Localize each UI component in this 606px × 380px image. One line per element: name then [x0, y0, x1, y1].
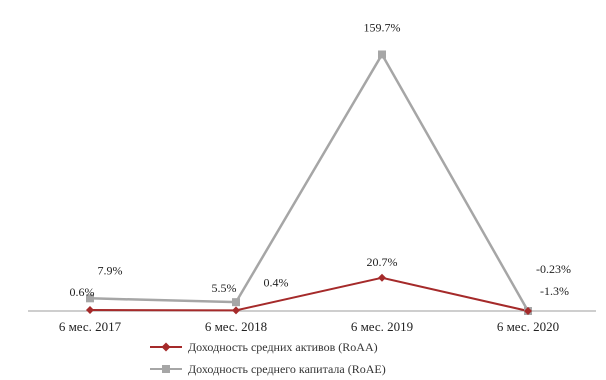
x-tick-label-0: 6 мес. 2017	[59, 319, 122, 334]
data-point-roae-0	[86, 294, 94, 303]
data-label-roae-2: 159.7%	[364, 20, 401, 34]
series-line-roaa	[89, 276, 529, 312]
data-point-roae-1	[232, 298, 240, 307]
data-label-roaa-2: 20.7%	[367, 255, 398, 269]
legend-label-roaa: Доходность средних активов (RoAA)	[188, 339, 378, 354]
data-point-roaa-3	[524, 307, 532, 315]
data-label-roae-0: 7.9%	[98, 263, 123, 277]
data-label-roae-1: 5.5%	[212, 281, 237, 295]
series-line-roae	[89, 51, 530, 312]
legend-swatch-roaa	[150, 341, 182, 353]
legend-item-roae: Доходность среднего капитала (RoAE)	[150, 358, 386, 380]
data-point-roae-2	[378, 50, 386, 59]
x-tick-label-1: 6 мес. 2018	[205, 319, 267, 334]
data-point-roaa-0	[86, 306, 94, 315]
legend-label-roae: Доходность среднего капитала (RoAE)	[188, 361, 386, 376]
legend-item-roaa: Доходность средних активов (RoAA)	[150, 336, 386, 358]
x-tick-label-2: 6 мес. 2019	[351, 319, 413, 334]
legend: Доходность средних активов (RoAA) Доходн…	[150, 336, 386, 380]
data-point-roaa-1	[232, 306, 240, 315]
legend-swatch-roae	[150, 363, 182, 375]
data-label-roaa-0: 0.6%	[70, 285, 95, 299]
data-point-roaa-2	[378, 273, 386, 282]
data-label-roaa-1: 0.4%	[264, 275, 289, 289]
data-label-roaa-3: -0.23%	[536, 262, 571, 276]
data-label-roae-3: -1.3%	[540, 284, 569, 298]
x-tick-label-3: 6 мес. 2020	[497, 319, 559, 334]
